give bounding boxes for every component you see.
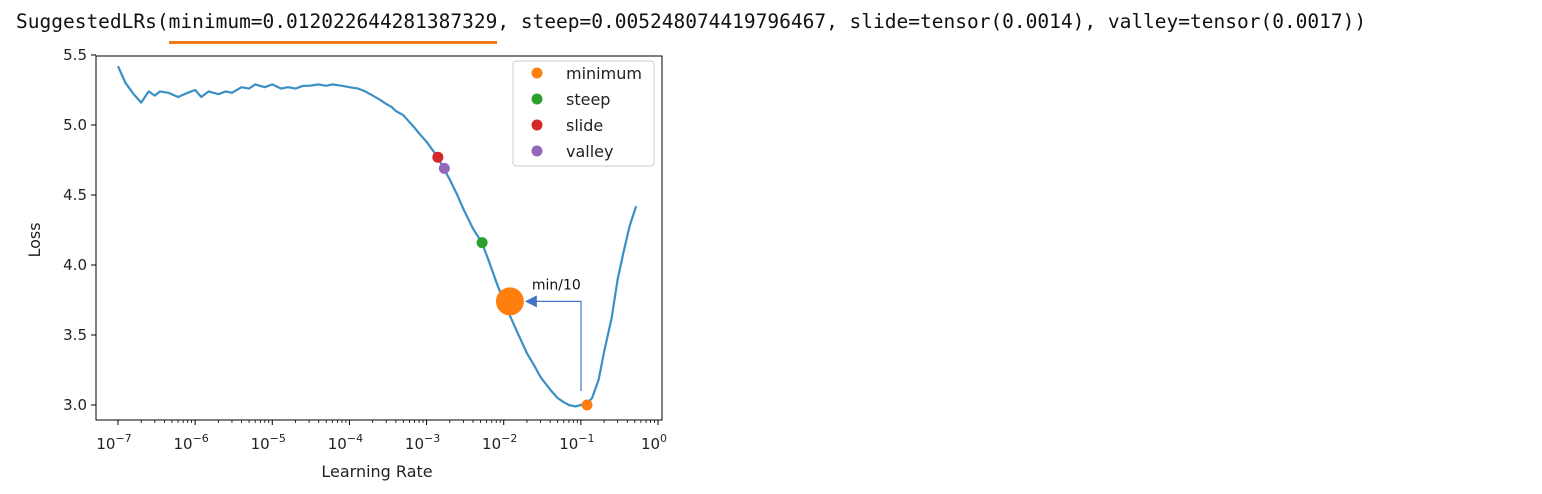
legend-swatch-steep [531,93,543,105]
x-tick-label: 100 [641,432,667,453]
y-tick-label: 4.5 [63,186,87,204]
y-axis: 3.0 3.5 4.0 4.5 5.0 5.5 [63,46,96,414]
legend-swatch-valley [531,145,543,157]
x-tick-label: 10−1 [559,432,594,453]
suggestion-markers [432,151,593,411]
marker-min-over-10 [495,287,524,316]
x-tick-label: 10−6 [173,432,208,453]
legend-label-slide: slide [566,116,603,135]
min-over-10-annotation: min/10 [495,277,582,391]
annotation-label: min/10 [532,277,581,293]
legend: minimum steep slide valley [512,60,655,167]
marker-minimum [581,399,593,411]
x-tick-label: 10−4 [328,432,363,453]
x-axis-label: Learning Rate [321,462,432,481]
annotation-arrowhead [524,295,537,308]
y-tick-label: 3.0 [63,396,87,414]
x-tick-label: 10−5 [251,432,286,453]
annotation-arrow-line [535,300,582,391]
y-tick-label: 4.0 [63,256,87,274]
legend-label-steep: steep [566,90,610,109]
y-tick-label: 5.5 [63,46,87,64]
y-tick-label: 5.0 [63,116,87,134]
marker-slide [432,151,444,163]
legend-label-valley: valley [566,142,613,161]
legend-swatch-minimum [531,67,543,79]
x-axis: 10−7 10−6 10−5 10−4 10−3 10−2 10−1 100 [96,420,667,453]
marker-valley [438,162,450,174]
legend-box [512,60,655,167]
marker-steep [476,237,488,249]
y-axis-label: Loss [25,222,44,257]
suggested-lrs-output: SuggestedLRs(minimum=0.01202264428138732… [16,8,1367,44]
plot-frame [95,55,663,421]
loss-line [116,65,638,408]
x-tick-label: 10−2 [482,432,517,453]
x-tick-label: 10−3 [405,432,440,453]
y-tick-label: 3.5 [63,326,87,344]
legend-swatch-slide [531,119,543,131]
output-prefix: SuggestedLRs( [16,10,169,33]
minimum-highlight: minimum=0.012022644281387329 [168,8,497,44]
legend-label-minimum: minimum [566,64,642,83]
x-tick-label: 10−7 [96,432,131,453]
loss-series [116,65,638,408]
output-suffix: , steep=0.005248074419796467, slide=tens… [497,10,1367,33]
